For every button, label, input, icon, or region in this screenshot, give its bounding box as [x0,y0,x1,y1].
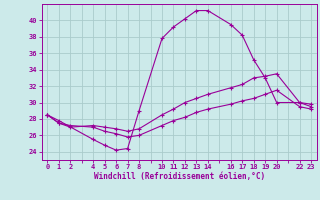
X-axis label: Windchill (Refroidissement éolien,°C): Windchill (Refroidissement éolien,°C) [94,172,265,181]
